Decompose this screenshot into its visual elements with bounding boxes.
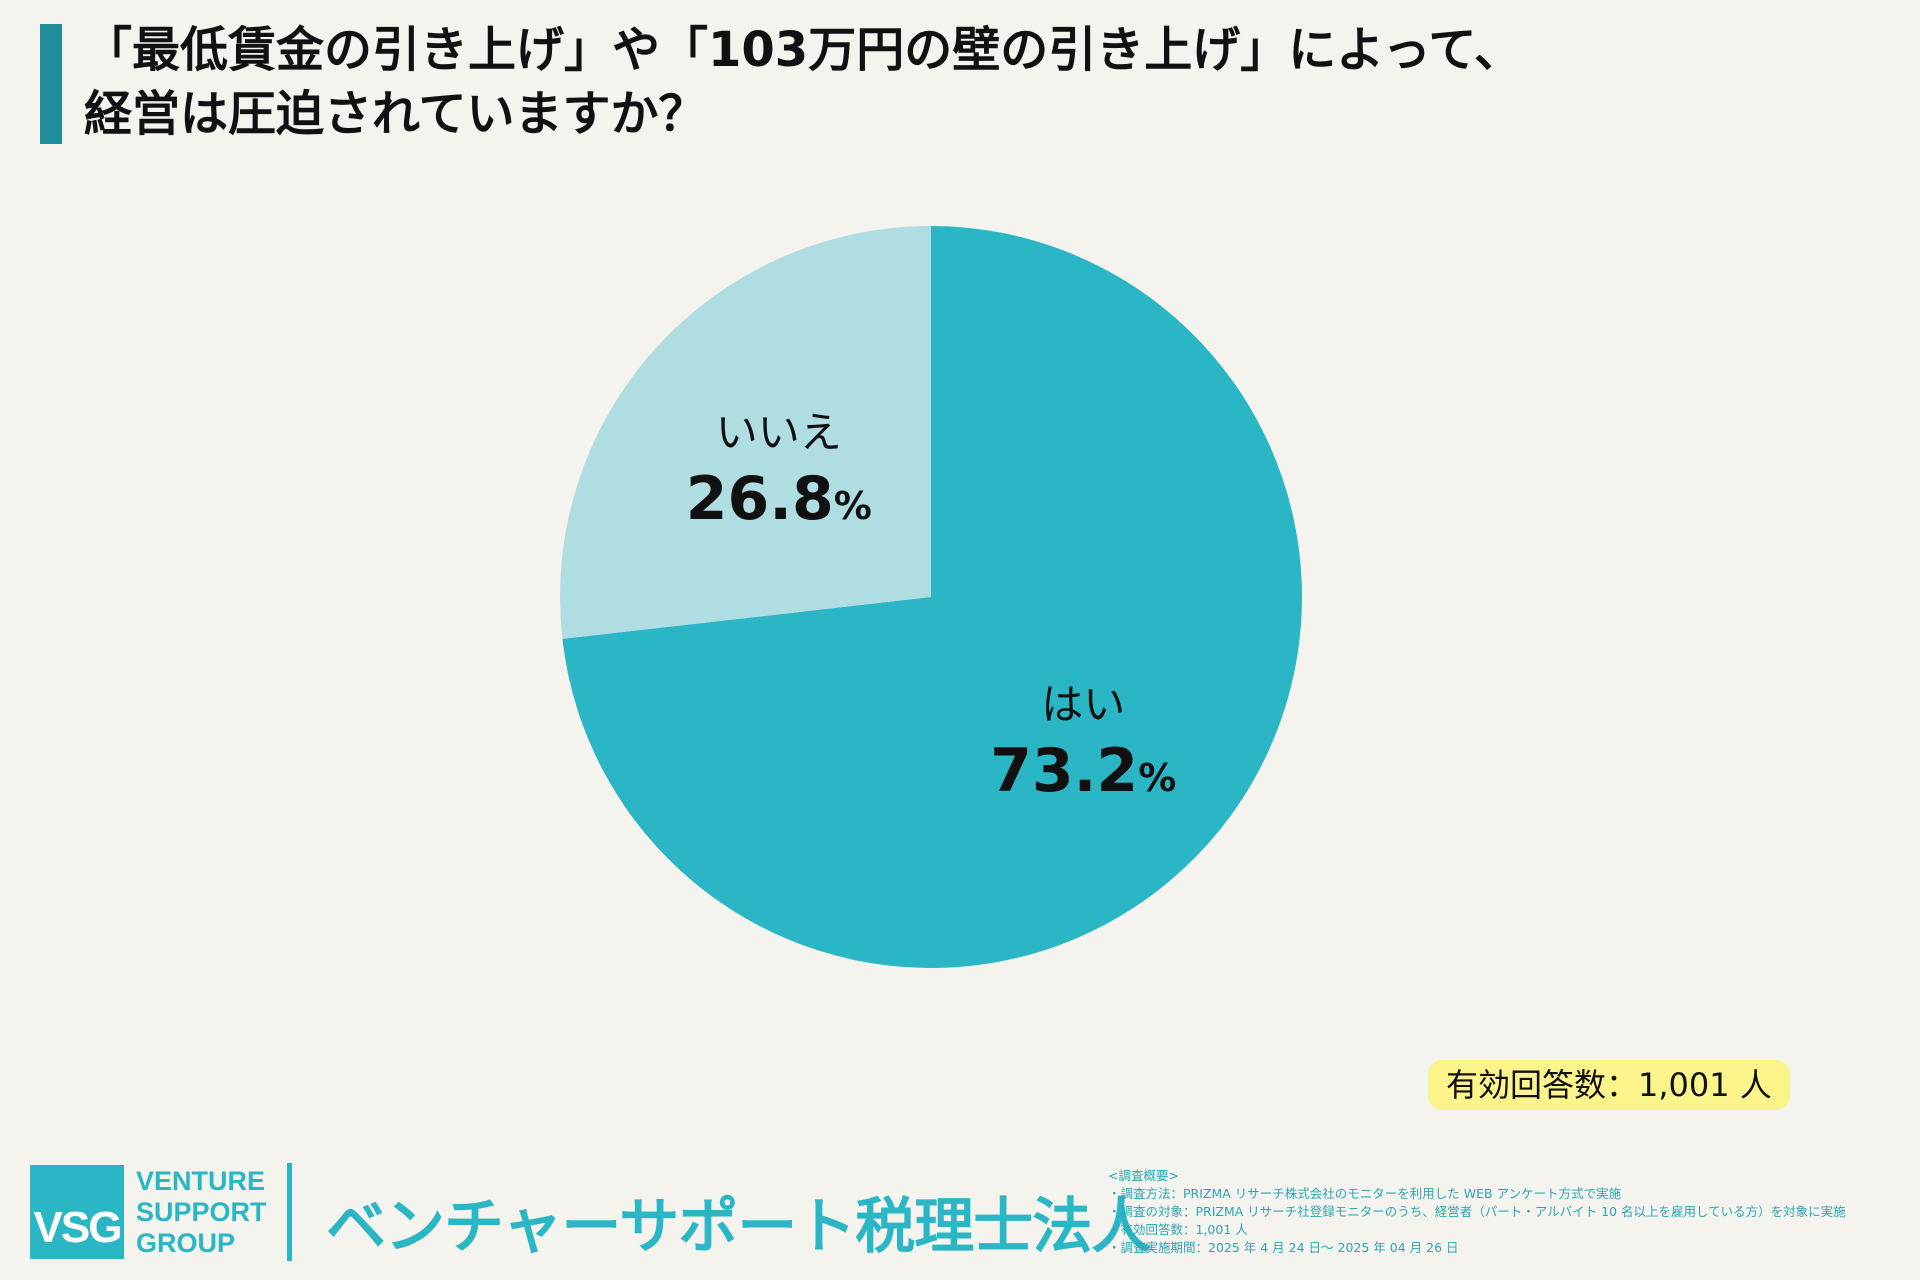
pie-slice-no xyxy=(559,226,931,639)
org-name-english-line-3: GROUP xyxy=(136,1228,236,1258)
footer-divider xyxy=(287,1163,292,1261)
chart-title: 「最低賃金の引き上げ」や「103万円の壁の引き上げ」によって、 経営は圧迫されて… xyxy=(84,18,1864,146)
chart-title-line-2: 経営は圧迫されていますか？ xyxy=(84,86,707,142)
survey-overview-notes: <調査概要> ・調査方法：PRIZMA リサーチ株式会社のモニターを利用した W… xyxy=(1108,1167,1846,1257)
survey-notes-period: ・調査実施期間：2025 年 4 月 24 日〜 2025 年 04 月 26 … xyxy=(1108,1240,1459,1255)
pie-slice-yes xyxy=(562,226,1302,968)
vsg-logo: VSG xyxy=(30,1165,124,1259)
org-name-japanese: ベンチャーサポート税理士法人 xyxy=(326,1192,1151,1262)
org-name-english-line-1: VENTURE xyxy=(136,1166,266,1196)
survey-notes-method: ・調査方法：PRIZMA リサーチ株式会社のモニターを利用した WEB アンケー… xyxy=(1108,1186,1622,1201)
survey-notes-responses: ・有効回答数：1,001 人 xyxy=(1108,1222,1248,1237)
respondent-count-badge: 有効回答数：1,001 人 xyxy=(1428,1060,1790,1110)
chart-title-line-1: 「最低賃金の引き上げ」や「103万円の壁の引き上げ」によって、 xyxy=(84,22,1522,78)
org-name-english: VENTURE SUPPORT GROUP xyxy=(136,1166,267,1259)
pie-slice-label-no: いいえ xyxy=(716,408,842,457)
title-accent-bar xyxy=(40,24,62,144)
survey-notes-heading: <調査概要> xyxy=(1108,1168,1179,1183)
pie-slice-value-yes: 73.2% xyxy=(990,736,1176,806)
pie-slice-label-yes: はい xyxy=(1041,680,1125,729)
survey-notes-target: ・調査の対象：PRIZMA リサーチ社登録モニターのうち、経営者（パート・アルバ… xyxy=(1108,1204,1846,1219)
org-name-english-line-2: SUPPORT xyxy=(136,1197,267,1227)
